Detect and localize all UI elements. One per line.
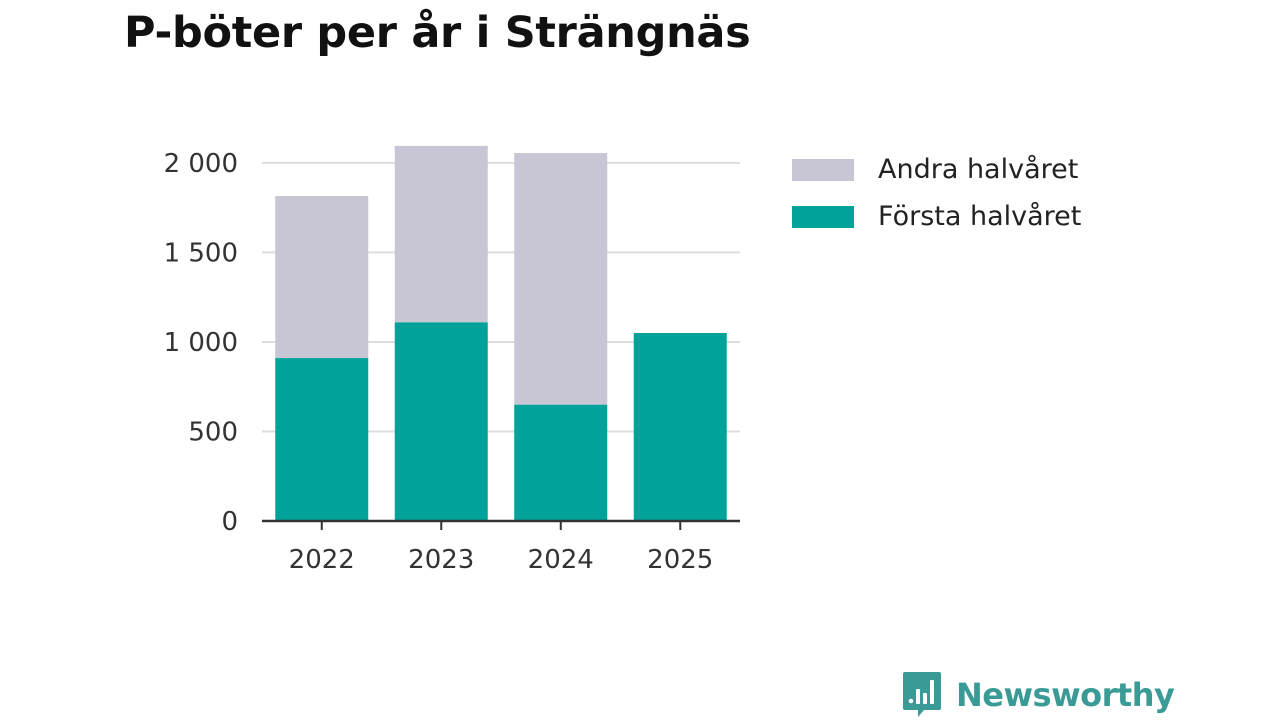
bar-second-half-2024 bbox=[514, 153, 608, 405]
y-tick-label: 0 bbox=[221, 507, 238, 537]
bar-second-half-2023 bbox=[394, 145, 488, 323]
bar-first-half-2023 bbox=[394, 322, 488, 521]
x-tick-label: 2022 bbox=[289, 545, 355, 575]
y-tick-label: 500 bbox=[188, 417, 238, 447]
legend-item-second-half: Andra halvåret bbox=[792, 146, 1081, 193]
legend: Andra halvåret Första halvåret bbox=[792, 146, 1081, 240]
y-tick-label: 2 000 bbox=[164, 149, 238, 179]
bar-first-half-2024 bbox=[514, 404, 608, 521]
legend-swatch-second-half bbox=[792, 158, 854, 181]
legend-label-first-half: Första halvåret bbox=[878, 201, 1082, 232]
x-tick-label: 2024 bbox=[528, 545, 594, 575]
x-tick-label: 2025 bbox=[647, 545, 713, 575]
chart-title: P-böter per år i Strängnäs bbox=[124, 8, 751, 58]
legend-label-second-half: Andra halvåret bbox=[878, 154, 1079, 185]
bar-first-half-2022 bbox=[275, 358, 369, 521]
newsworthy-logo-icon bbox=[903, 672, 941, 717]
legend-item-first-half: Första halvåret bbox=[792, 193, 1081, 240]
legend-swatch-first-half bbox=[792, 205, 854, 228]
bar-first-half-2025 bbox=[633, 333, 727, 521]
y-tick-label: 1 000 bbox=[164, 328, 238, 358]
newsworthy-logo: Newsworthy bbox=[902, 671, 1175, 719]
bar-second-half-2022 bbox=[275, 196, 369, 359]
newsworthy-logo-text: Newsworthy bbox=[956, 676, 1175, 714]
x-tick-label: 2023 bbox=[408, 545, 474, 575]
y-tick-label: 1 500 bbox=[164, 238, 238, 268]
